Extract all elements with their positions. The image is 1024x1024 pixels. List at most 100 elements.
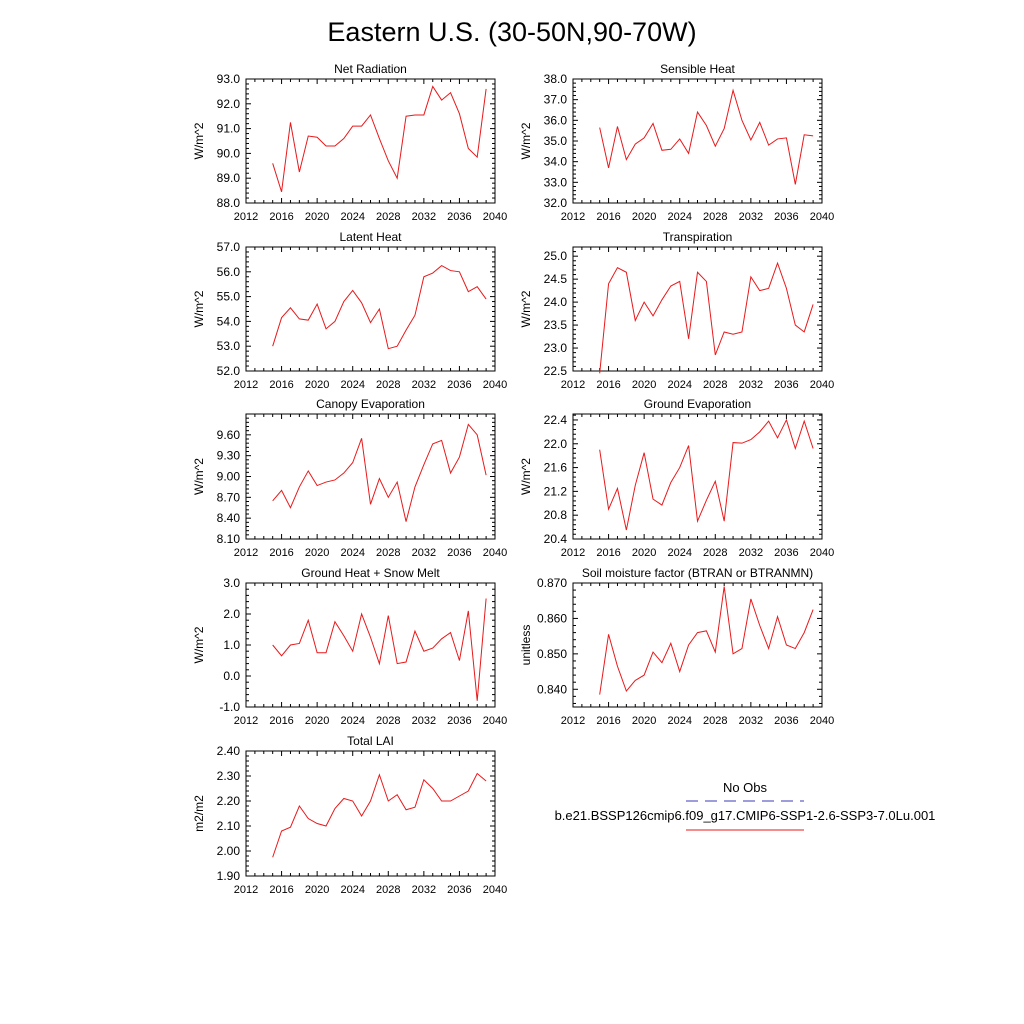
x-tick-label: 2028 — [376, 884, 400, 896]
series-line-total-lai — [272, 772, 487, 858]
x-tick-label: 2032 — [412, 715, 436, 727]
y-tick-label: 32.0 — [544, 196, 568, 210]
y-tick-label: 0.870 — [537, 576, 567, 590]
y-tick-label: 56.0 — [217, 265, 241, 279]
y-tick-label: 92.0 — [217, 97, 241, 111]
series-line-transpiration — [599, 261, 814, 374]
plot-frame — [245, 246, 496, 372]
panel-latent-heat: Latent Heat W/m^2 2012 2016 2020 2024 2028 2032… — [192, 230, 507, 391]
y-axis-label: W/m^2 — [519, 290, 533, 327]
y-tick-label: 3.0 — [223, 576, 240, 590]
x-tick-label: 2024 — [667, 715, 691, 727]
y-tick-label: 20.8 — [544, 508, 568, 522]
y-tick-label: 21.6 — [544, 461, 568, 475]
panel-title: Latent Heat — [339, 230, 402, 244]
x-tick-label: 2036 — [447, 884, 471, 896]
x-tick-label: 2024 — [667, 379, 691, 391]
x-tick-label: 2028 — [376, 379, 400, 391]
y-tick-label: 25.0 — [544, 249, 568, 263]
x-tick-label: 2028 — [376, 547, 400, 559]
panel-transpiration: Transpiration W/m^2 2012 2016 2020 2024 2028 20… — [519, 230, 834, 391]
x-tick-label: 2032 — [412, 884, 436, 896]
x-tick-label: 2020 — [632, 715, 656, 727]
x-tick-label: 2036 — [447, 715, 471, 727]
series-line-net-radiation — [272, 85, 487, 192]
panel-title: Canopy Evaporation — [316, 397, 425, 411]
plot-frame — [572, 582, 823, 708]
legend-label-model-run: b.e21.BSSP126cmip6.f09_g17.CMIP6-SSP1-2.… — [555, 808, 936, 823]
y-tick-label: 0.840 — [537, 682, 567, 696]
x-tick-label: 2040 — [810, 547, 834, 559]
panel-total-lai: Total LAI m2/m2 2012 2016 2020 2024 2028 2032 20… — [192, 734, 507, 896]
y-tick-label: 2.10 — [217, 819, 241, 833]
x-tick-label: 2020 — [305, 211, 329, 223]
y-tick-label: 9.30 — [217, 449, 241, 463]
legend: No Obs b.e21.BSSP126cmip6.f09_g17.CMIP6-… — [555, 780, 936, 831]
x-tick-label: 2024 — [667, 547, 691, 559]
panel-ground-heat-snow-melt: Ground Heat + Snow Melt W/m^2 2012 2016 2020… — [192, 566, 507, 727]
x-tick-label: 2032 — [412, 211, 436, 223]
x-tick-label: 2024 — [340, 715, 364, 727]
x-tick-label: 2040 — [810, 211, 834, 223]
series-line-latent-heat — [272, 264, 487, 350]
y-tick-label: 34.0 — [544, 155, 568, 169]
x-tick-label: 2020 — [632, 211, 656, 223]
x-tick-label: 2040 — [810, 715, 834, 727]
panel-ground-evaporation: Ground Evaporation W/m^2 2012 2016 2020 2024 2… — [519, 397, 834, 559]
plot-frame — [245, 750, 496, 877]
chart-panels: Net Radiation W/m^2 2012 2016 2020 2024 2028 20… — [192, 62, 834, 896]
x-tick-label: 2016 — [596, 211, 620, 223]
x-tick-label: 2016 — [269, 379, 293, 391]
x-tick-label: 2020 — [305, 379, 329, 391]
y-tick-label: 35.0 — [544, 134, 568, 148]
panel-canopy-evaporation: Canopy Evaporation W/m^2 2012 2016 2020 2024 2… — [192, 397, 507, 559]
panel-net-radiation: Net Radiation W/m^2 2012 2016 2020 2024 2028 20… — [192, 62, 507, 223]
y-axis-label: W/m^2 — [519, 122, 533, 159]
x-tick-label: 2016 — [596, 715, 620, 727]
x-tick-label: 2024 — [340, 211, 364, 223]
y-tick-label: 91.0 — [217, 122, 241, 136]
x-tick-label: 2016 — [269, 884, 293, 896]
x-tick-label: 2028 — [376, 211, 400, 223]
y-tick-label: 89.0 — [217, 171, 241, 185]
x-tick-label: 2032 — [739, 547, 763, 559]
series-line-canopy-evaporation — [272, 423, 487, 522]
y-axis-label: W/m^2 — [192, 626, 206, 663]
x-tick-label: 2012 — [561, 715, 585, 727]
x-tick-label: 2020 — [305, 547, 329, 559]
x-tick-label: 2012 — [234, 884, 258, 896]
panel-title: Net Radiation — [334, 62, 407, 76]
y-tick-label: 54.0 — [217, 314, 241, 328]
x-tick-label: 2012 — [234, 379, 258, 391]
x-tick-label: 2032 — [412, 379, 436, 391]
y-tick-label: 93.0 — [217, 72, 241, 86]
y-tick-label: 0.860 — [537, 611, 567, 625]
y-tick-label: 88.0 — [217, 196, 241, 210]
plot-frame — [245, 413, 496, 540]
x-tick-label: 2040 — [483, 884, 507, 896]
y-tick-label: 24.5 — [544, 272, 568, 286]
y-tick-label: 57.0 — [217, 240, 241, 254]
x-tick-label: 2032 — [739, 211, 763, 223]
y-tick-label: 22.0 — [544, 437, 568, 451]
x-tick-label: 2036 — [774, 547, 798, 559]
x-tick-label: 2028 — [703, 547, 727, 559]
x-tick-label: 2040 — [483, 379, 507, 391]
x-tick-label: 2036 — [447, 547, 471, 559]
x-tick-label: 2012 — [234, 547, 258, 559]
panel-title: Ground Heat + Snow Melt — [301, 566, 440, 580]
y-tick-label: 37.0 — [544, 93, 568, 107]
x-tick-label: 2012 — [234, 715, 258, 727]
x-tick-label: 2032 — [412, 547, 436, 559]
y-tick-label: 0.0 — [223, 669, 240, 683]
legend-label-no-obs: No Obs — [723, 780, 768, 795]
plot-frame — [245, 582, 496, 708]
y-tick-label: 9.00 — [217, 470, 241, 484]
panel-title: Ground Evaporation — [644, 397, 751, 411]
series-line-ground-heat-snow-melt — [272, 598, 487, 701]
y-tick-label: 90.0 — [217, 146, 241, 160]
y-tick-label: 23.0 — [544, 341, 568, 355]
x-tick-label: 2028 — [703, 379, 727, 391]
x-tick-label: 2036 — [774, 379, 798, 391]
y-tick-label: 2.40 — [217, 744, 241, 758]
